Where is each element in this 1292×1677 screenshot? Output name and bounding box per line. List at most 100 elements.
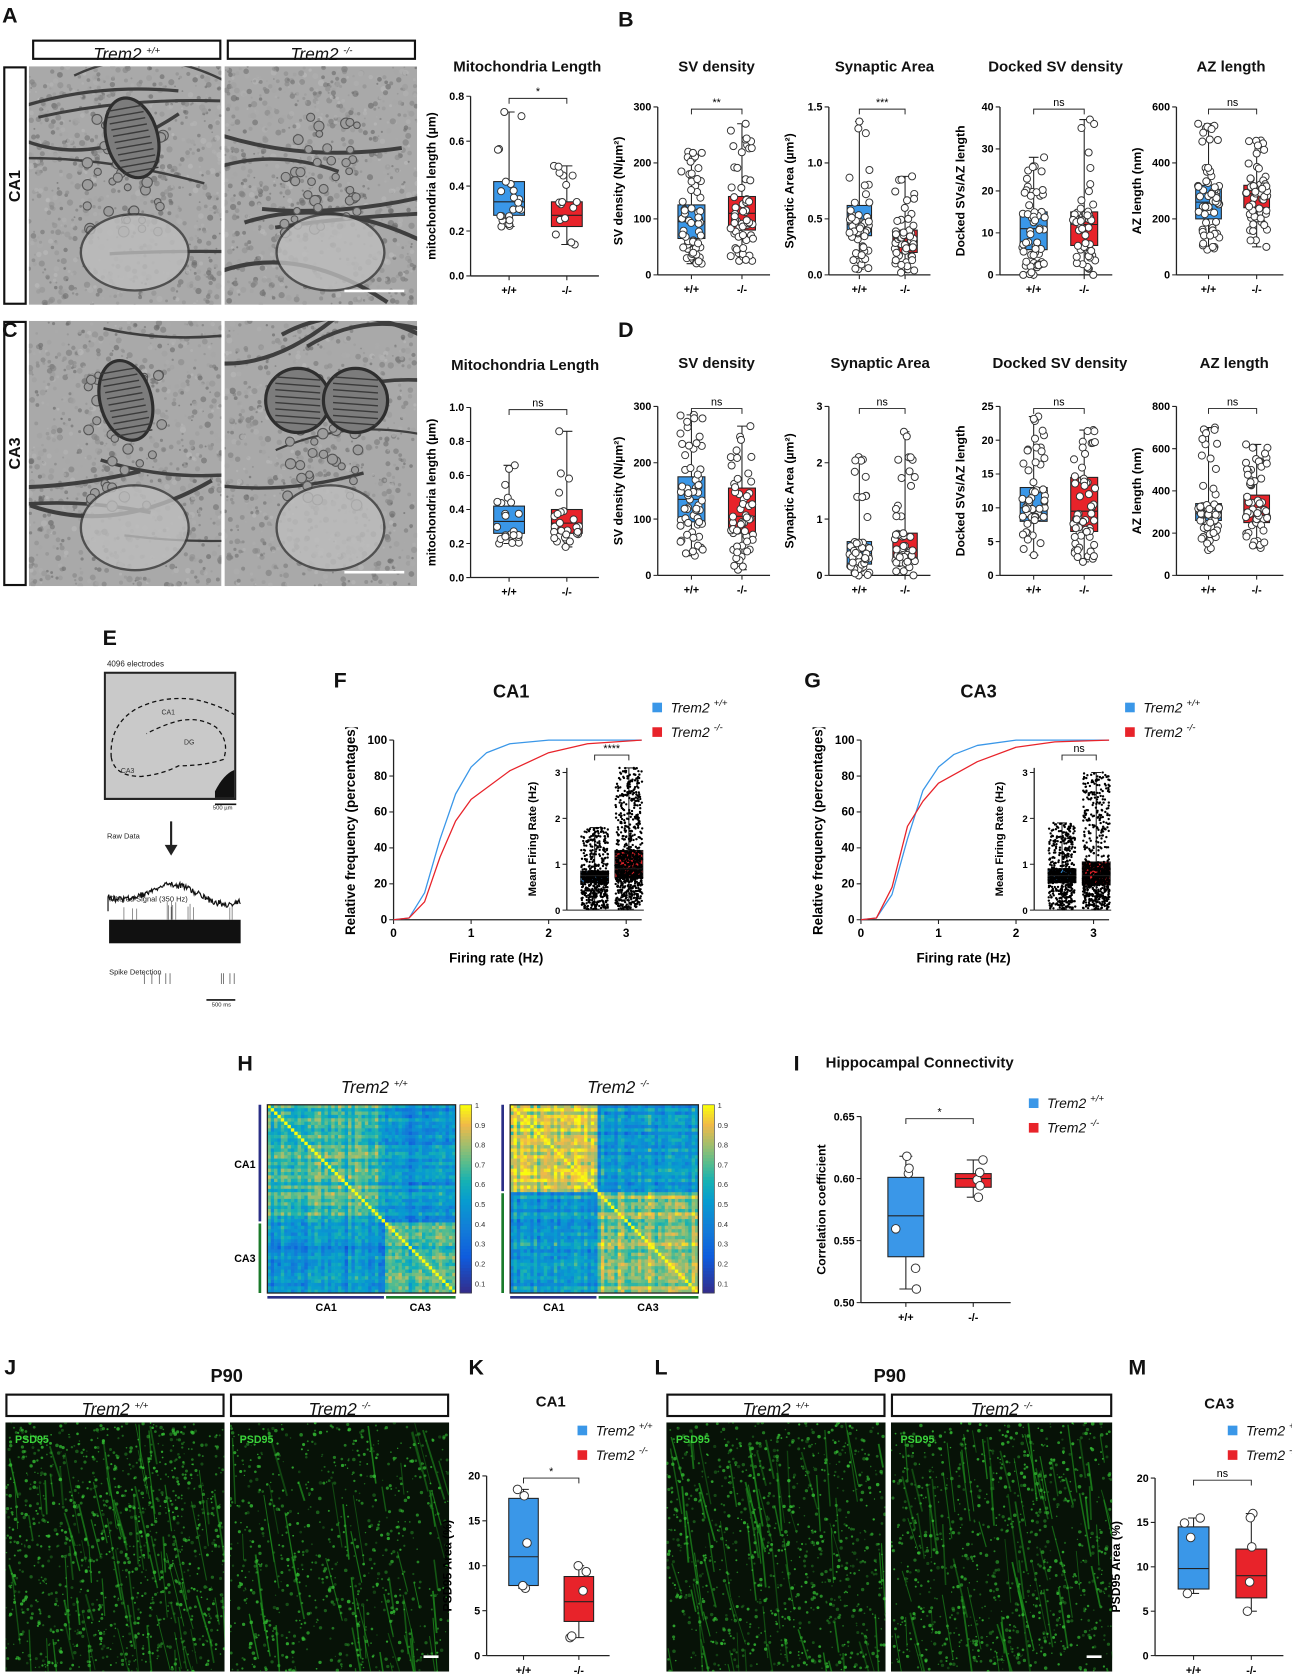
texture-grain [394, 362, 399, 367]
data-point [899, 542, 908, 551]
texture-grain [29, 152, 35, 157]
data-point [501, 177, 510, 186]
texture-grain [283, 563, 289, 569]
texture-grain [231, 438, 237, 445]
texture-grain [118, 343, 123, 348]
texture-grain [279, 182, 283, 186]
data-point [680, 206, 689, 215]
texture-grain [225, 358, 229, 362]
texture-grain [329, 436, 331, 438]
texture-grain [92, 204, 96, 209]
texture-grain [159, 412, 166, 418]
data-point [509, 186, 518, 195]
texture-grain [238, 413, 242, 417]
data-point [855, 117, 864, 126]
texture-grain [37, 236, 40, 239]
texture-grain [251, 526, 256, 531]
texture-grain [103, 98, 109, 104]
texture-grain [370, 580, 373, 583]
texture-grain [406, 252, 409, 255]
data-point [1039, 259, 1048, 268]
texture-grain [257, 365, 264, 371]
texture-grain [113, 344, 120, 351]
texture-grain [297, 455, 304, 462]
texture-grain [29, 397, 36, 403]
chart-title: Synaptic Area [830, 354, 930, 372]
data-point [1073, 241, 1082, 250]
texture-grain [106, 321, 109, 324]
texture-grain [208, 320, 214, 327]
texture-grain [52, 278, 57, 282]
synaptic-vesicle [353, 121, 361, 130]
texture-grain [197, 344, 201, 348]
texture-grain [154, 111, 158, 115]
texture-grain [240, 405, 243, 408]
texture-grain [225, 209, 229, 214]
synaptic-vesicle [346, 145, 355, 154]
texture-grain [194, 266, 196, 269]
texture-grain [296, 350, 301, 354]
crista [109, 117, 146, 125]
texture-grain [358, 70, 364, 77]
x-tick-label: +/+ [684, 284, 699, 296]
texture-grain [45, 105, 52, 113]
texture-grain [185, 379, 190, 384]
texture-grain [325, 114, 329, 118]
texture-grain [38, 240, 43, 244]
data-point [1037, 167, 1046, 176]
texture-grain [315, 108, 320, 113]
texture-grain [63, 267, 67, 270]
texture-grain [58, 575, 63, 581]
crista [332, 421, 379, 426]
texture-grain [207, 345, 211, 349]
texture-grain [215, 84, 219, 88]
texture-grain [206, 554, 212, 560]
texture-grain [152, 422, 156, 425]
synaptic-vesicle [345, 117, 355, 127]
texture-grain [310, 325, 315, 330]
texture-grain [48, 519, 54, 526]
data-point [1245, 202, 1254, 211]
texture-grain [405, 119, 411, 125]
data-point [1076, 204, 1085, 213]
texture-grain [389, 545, 392, 549]
texture-grain [348, 139, 354, 145]
texture-grain [409, 560, 416, 567]
mitochondrion [264, 366, 332, 435]
y-tick-label: 20 [982, 435, 994, 447]
texture-grain [85, 348, 90, 353]
texture-grain [408, 357, 412, 361]
texture-grain [94, 567, 98, 571]
texture-grain [358, 128, 363, 133]
texture-grain [323, 196, 328, 201]
data-point [1023, 519, 1032, 528]
texture-grain [271, 549, 276, 553]
significance-label: ns [1053, 97, 1064, 109]
texture-grain [68, 119, 72, 123]
data-point [1089, 200, 1098, 209]
texture-grain [281, 128, 286, 133]
texture-grain [218, 456, 222, 462]
data-point [736, 520, 745, 529]
texture-grain [357, 296, 361, 300]
data-point [678, 482, 687, 491]
texture-grain [277, 503, 281, 507]
texture-grain [170, 185, 174, 189]
texture-grain [196, 300, 198, 302]
data-point [1212, 193, 1221, 203]
texture-grain [193, 245, 198, 250]
texture-grain [369, 362, 373, 366]
texture-grain [184, 386, 190, 392]
texture-grain [331, 293, 336, 298]
texture-grain [260, 148, 267, 154]
texture-grain [29, 480, 35, 486]
synaptic-vesicle [345, 167, 354, 176]
texture-grain [258, 225, 262, 229]
texture-grain [211, 409, 215, 413]
data-point [1031, 434, 1040, 443]
texture-grain [375, 115, 378, 118]
texture-grain [239, 191, 246, 198]
data-point [897, 260, 906, 269]
texture-grain [120, 291, 123, 294]
